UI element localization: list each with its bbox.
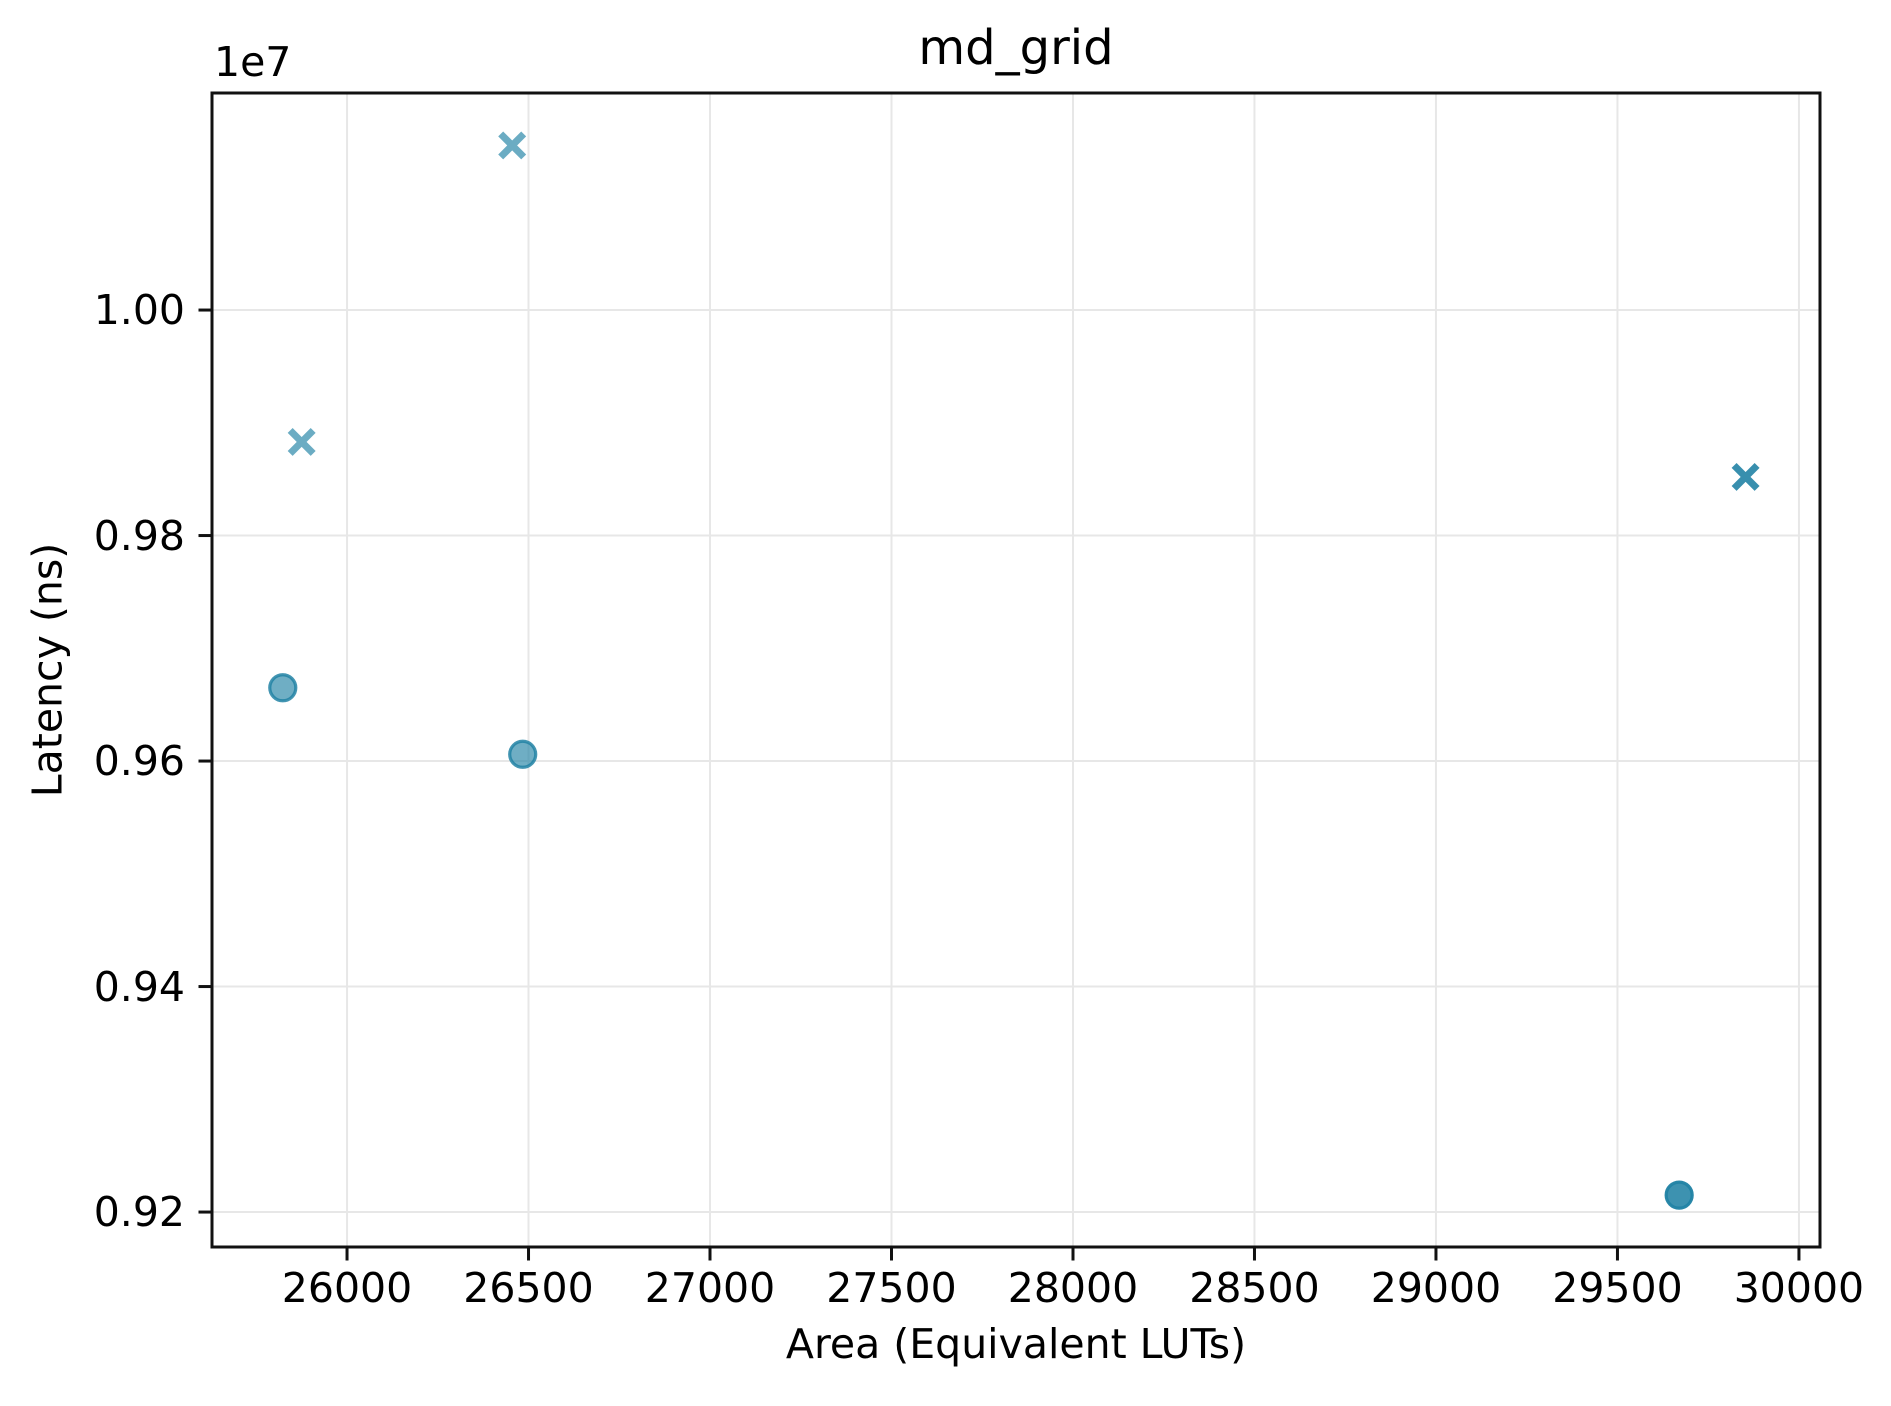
plot-spines [210,91,1822,1249]
y-axis-offset-label: 1e7 [214,38,292,86]
x-tick-label: 26500 [463,1264,594,1312]
y-tick-label: 0.92 [93,1188,185,1237]
scatter-point-circle [1664,1180,1694,1210]
scatter-point-circle [508,739,538,769]
y-tick-label: 1.00 [93,286,185,335]
scatter-point-cross [1731,462,1760,491]
y-tick-label: 0.94 [93,962,185,1011]
x-tick-label: 27500 [826,1264,957,1312]
scatter-point-cross [287,427,316,456]
x-tick-label: 29500 [1552,1264,1683,1312]
y-tick-label: 0.96 [93,737,185,786]
x-tick-label: 27000 [644,1264,776,1312]
scatter-point-cross [498,131,527,160]
x-tick-label: 26000 [281,1264,413,1312]
x-tick-label: 30000 [1733,1264,1865,1312]
x-tick-label: 28500 [1189,1264,1320,1312]
x-tick-label: 29000 [1370,1264,1502,1312]
x-tick-label: 28000 [1007,1264,1139,1312]
chart-title: md_grid [918,20,1114,76]
x-axis-label: Area (Equivalent LUTs) [785,1320,1247,1368]
scatter-point-circle [268,673,298,703]
y-tick-label: 0.98 [93,511,185,560]
